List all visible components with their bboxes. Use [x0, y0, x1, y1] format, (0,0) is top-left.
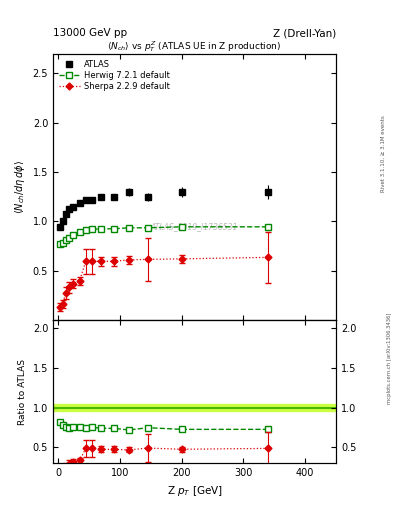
Text: Rivet 3.1.10, ≥ 3.1M events: Rivet 3.1.10, ≥ 3.1M events: [381, 115, 386, 192]
Herwig 7.2.1 default: [57, 241, 62, 247]
Herwig 7.2.1 default: [63, 237, 68, 243]
Line: Herwig 7.2.1 default: Herwig 7.2.1 default: [57, 224, 271, 247]
Y-axis label: $\langle N_{ch}/d\eta\, d\phi\rangle$: $\langle N_{ch}/d\eta\, d\phi\rangle$: [13, 160, 27, 214]
Text: ATLAS_2019_I1736531: ATLAS_2019_I1736531: [151, 222, 238, 231]
ATLAS: [179, 189, 184, 195]
Sherpa 2.2.9 default: [179, 256, 184, 262]
Sherpa 2.2.9 default: [57, 304, 62, 310]
Sherpa 2.2.9 default: [66, 284, 71, 290]
Herwig 7.2.1 default: [83, 227, 88, 233]
Sherpa 2.2.9 default: [145, 257, 150, 263]
Sherpa 2.2.9 default: [63, 290, 68, 296]
ATLAS: [83, 197, 88, 203]
ATLAS: [66, 205, 71, 211]
Herwig 7.2.1 default: [99, 226, 104, 232]
Herwig 7.2.1 default: [77, 229, 82, 235]
Herwig 7.2.1 default: [60, 240, 65, 246]
ATLAS: [266, 189, 270, 195]
Line: ATLAS: ATLAS: [57, 189, 271, 230]
Herwig 7.2.1 default: [179, 224, 184, 230]
ATLAS: [90, 197, 94, 203]
Sherpa 2.2.9 default: [60, 301, 65, 307]
Herwig 7.2.1 default: [145, 225, 150, 231]
Line: Sherpa 2.2.9 default: Sherpa 2.2.9 default: [57, 255, 270, 310]
Herwig 7.2.1 default: [266, 224, 270, 230]
Sherpa 2.2.9 default: [266, 254, 270, 261]
Herwig 7.2.1 default: [111, 226, 116, 232]
Text: 13000 GeV pp: 13000 GeV pp: [53, 28, 127, 38]
ATLAS: [145, 194, 150, 200]
Herwig 7.2.1 default: [66, 234, 71, 241]
Bar: [53, 404, 336, 411]
ATLAS: [71, 204, 76, 210]
Sherpa 2.2.9 default: [99, 258, 104, 264]
ATLAS: [127, 189, 131, 195]
Sherpa 2.2.9 default: [83, 258, 88, 264]
Text: Z (Drell-Yan): Z (Drell-Yan): [273, 28, 336, 38]
Herwig 7.2.1 default: [90, 226, 94, 232]
Sherpa 2.2.9 default: [77, 278, 82, 284]
Sherpa 2.2.9 default: [71, 281, 76, 287]
Sherpa 2.2.9 default: [127, 257, 131, 263]
Legend: ATLAS, Herwig 7.2.1 default, Sherpa 2.2.9 default: ATLAS, Herwig 7.2.1 default, Sherpa 2.2.…: [57, 58, 171, 93]
ATLAS: [57, 224, 62, 230]
X-axis label: Z $p_T$ [GeV]: Z $p_T$ [GeV]: [167, 484, 222, 498]
Sherpa 2.2.9 default: [90, 258, 94, 264]
Y-axis label: Ratio to ATLAS: Ratio to ATLAS: [18, 359, 27, 424]
ATLAS: [63, 211, 68, 218]
Herwig 7.2.1 default: [71, 231, 76, 238]
ATLAS: [99, 194, 104, 200]
ATLAS: [77, 200, 82, 206]
Text: mcplots.cern.ch [arXiv:1306.3436]: mcplots.cern.ch [arXiv:1306.3436]: [387, 313, 391, 404]
Sherpa 2.2.9 default: [111, 258, 116, 264]
Title: $\langle N_{ch}\rangle$ vs $p_T^Z$ (ATLAS UE in Z production): $\langle N_{ch}\rangle$ vs $p_T^Z$ (ATLA…: [107, 39, 282, 54]
ATLAS: [60, 218, 65, 224]
Herwig 7.2.1 default: [127, 225, 131, 231]
ATLAS: [111, 194, 116, 200]
